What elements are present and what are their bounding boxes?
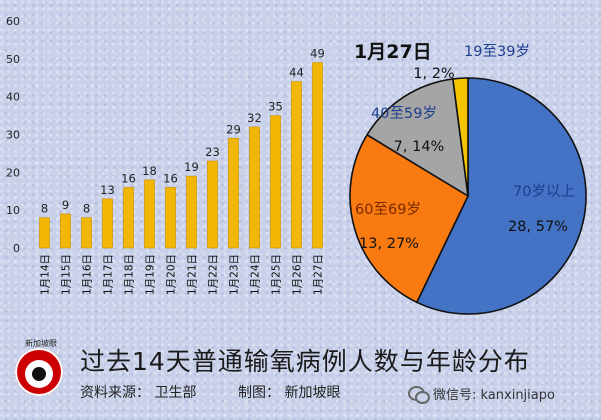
- x-tick-label: 1月22日: [208, 254, 220, 295]
- data-label: 13: [100, 183, 115, 197]
- pie-title: 1月27日: [354, 41, 432, 63]
- bar: [291, 81, 302, 249]
- bar: [39, 217, 50, 249]
- data-label: 23: [205, 145, 220, 159]
- logo-text: 新加坡眼: [25, 339, 57, 348]
- x-tick-label: 1月27日: [313, 254, 325, 295]
- data-label: 49: [310, 47, 325, 61]
- logo-icon: [15, 348, 63, 396]
- chart-canvas: 0 10 20 30 40 50 60 8 1月14日 9 1月15日 8 1月16日 13 1月17日 16…: [6, 15, 587, 315]
- bar: [312, 62, 323, 249]
- bar: [207, 160, 218, 249]
- bar: [102, 198, 113, 249]
- y-tick-label: 40: [6, 91, 20, 104]
- data-label: 9: [62, 198, 69, 212]
- bar: [186, 175, 197, 249]
- y-tick-label: 20: [6, 166, 20, 179]
- x-tick-label: 1月16日: [82, 254, 94, 295]
- pie-chart: 1月27日 70岁以上 28, 57% 60至69岁 13, 27% 40至59岁 7, 1…: [349, 41, 587, 315]
- bar: [270, 115, 281, 249]
- data-label: 29: [226, 122, 241, 136]
- pie-slice: [452, 77, 469, 197]
- y-tick-label: 60: [6, 15, 20, 28]
- source-text: 资料来源： 卫生部: [80, 385, 197, 401]
- wechat-id: 微信号: kanxinjiapo: [408, 384, 555, 404]
- bar: [81, 217, 92, 249]
- bar: [60, 213, 71, 249]
- pie-slice: [415, 77, 587, 315]
- data-label: 8: [41, 202, 48, 216]
- x-tick-label: 1月14日: [40, 254, 52, 295]
- slice-value-label: 13, 27%: [359, 236, 419, 252]
- slice-label: 70岁以上: [513, 183, 575, 200]
- data-label: 32: [247, 111, 262, 125]
- slice-value-label: 1, 2%: [413, 66, 454, 82]
- bar: [228, 137, 239, 249]
- pie-slice: [349, 133, 470, 304]
- x-tick-label: 1月24日: [250, 254, 262, 295]
- x-tick-label: 1月18日: [124, 254, 136, 295]
- bar: [249, 126, 260, 249]
- x-tick-label: 1月21日: [187, 254, 199, 295]
- bar-chart: 0 10 20 30 40 50 60 8 1月14日 9 1月15日 8 1月16日 13 1月17日 16…: [6, 15, 325, 295]
- slice-value-label: 28, 57%: [508, 219, 568, 235]
- data-label: 35: [268, 100, 283, 114]
- data-label: 19: [184, 160, 199, 174]
- slice-value-label: 7, 14%: [394, 139, 445, 155]
- x-tick-label: 1月15日: [61, 254, 73, 295]
- slice-label: 60至69岁: [355, 201, 421, 218]
- data-label: 8: [83, 202, 90, 216]
- x-tick-label: 1月26日: [292, 254, 304, 295]
- slice-label: 40至59岁: [371, 105, 437, 122]
- bar: [123, 187, 134, 249]
- bar: [144, 179, 155, 249]
- y-tick-label: 50: [6, 53, 20, 66]
- pie-slice: [365, 78, 470, 198]
- data-label: 16: [163, 171, 178, 185]
- x-tick-label: 1月17日: [103, 254, 115, 295]
- credit-text: 制图： 新加坡眼: [238, 385, 341, 401]
- y-tick-label: 30: [6, 129, 20, 142]
- x-tick-label: 1月25日: [271, 254, 283, 295]
- y-tick-label: 10: [6, 204, 20, 217]
- data-label: 44: [289, 66, 304, 80]
- wechat-label: 微信号: kanxinjiapo: [433, 388, 555, 403]
- wechat-icon: [408, 385, 430, 404]
- x-tick-label: 1月23日: [229, 254, 241, 295]
- data-label: 16: [121, 171, 136, 185]
- x-tick-label: 1月19日: [145, 254, 157, 295]
- footer-title: 过去14天普通输氧病例人数与年龄分布: [80, 347, 530, 376]
- y-tick-label: 0: [13, 242, 20, 255]
- bar: [165, 187, 176, 249]
- slice-label: 19至39岁: [464, 43, 530, 60]
- data-label: 18: [142, 164, 157, 178]
- x-tick-label: 1月20日: [166, 254, 178, 295]
